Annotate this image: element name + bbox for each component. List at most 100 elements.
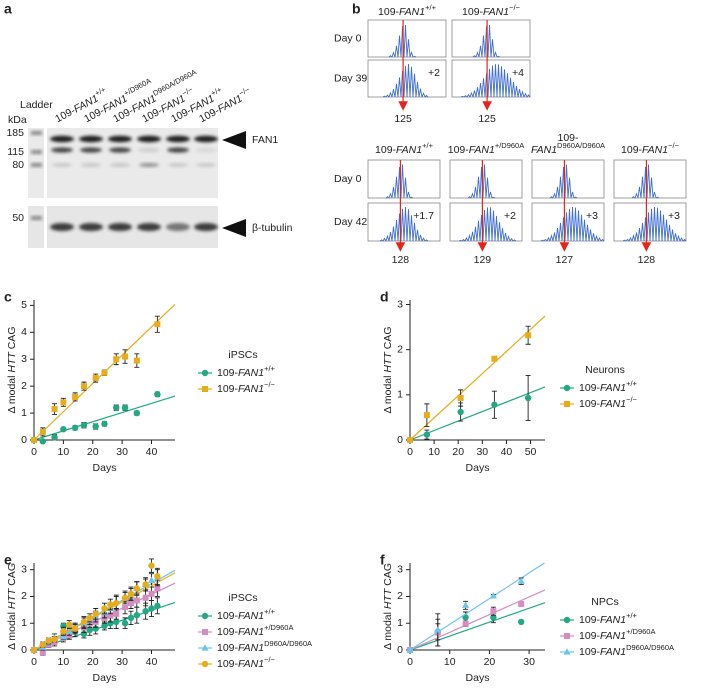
point	[71, 424, 79, 432]
legend-label: 109-FAN1+/D960A	[217, 623, 293, 638]
y-tick-label: 1	[397, 617, 403, 629]
legend-marker	[563, 384, 571, 392]
histogram	[460, 64, 531, 98]
x-tick-label: 10	[444, 656, 456, 668]
fit-line	[409, 562, 545, 651]
histogram	[379, 206, 429, 242]
modal-label: 128	[392, 254, 410, 266]
point	[154, 573, 161, 580]
fit-line	[409, 386, 546, 441]
legend-marker	[202, 386, 208, 392]
blot-band	[110, 163, 130, 167]
marker-label: 185	[6, 127, 24, 139]
histogram	[467, 164, 496, 199]
y-tick-label: 3	[397, 563, 403, 575]
point	[45, 637, 52, 644]
legend-marker	[201, 612, 209, 620]
legend-marker	[564, 633, 570, 639]
blot-band	[79, 135, 103, 143]
point	[80, 421, 88, 429]
point	[121, 620, 129, 627]
point	[490, 608, 497, 615]
y-axis-label: Δ modal HTT CAG	[382, 563, 394, 650]
x-tick-label: 20	[87, 446, 99, 458]
point	[30, 646, 38, 654]
blot-band	[194, 223, 218, 231]
histogram	[458, 207, 517, 242]
legend-marker	[201, 660, 209, 668]
row-label: Day 42	[334, 216, 367, 228]
y-tick-label: 2	[21, 590, 27, 602]
point	[113, 599, 120, 607]
point	[60, 399, 67, 406]
column-title: 109-FAN1−/−	[462, 3, 521, 18]
panel-label: b	[352, 1, 361, 17]
shift-label: +3	[668, 210, 680, 222]
y-tick-label: 0	[397, 644, 403, 656]
panel-a: a Ladder kDa FAN1 β-tubulin 185115805010…	[4, 1, 293, 248]
shift-label: +3	[586, 210, 598, 222]
legend-marker	[564, 401, 570, 407]
point	[39, 428, 46, 435]
ladder-band	[31, 216, 42, 220]
point	[72, 393, 79, 400]
x-tick-label: 30	[476, 446, 488, 458]
shift-label: +2	[428, 67, 440, 79]
point	[121, 594, 129, 601]
point	[148, 562, 155, 569]
blot-band	[137, 135, 161, 143]
point	[423, 412, 430, 419]
x-tick-label: 0	[31, 446, 37, 458]
ladder-band	[31, 163, 42, 167]
x-tick-label: 10	[428, 446, 440, 458]
point	[39, 649, 46, 656]
point	[148, 590, 155, 597]
point	[133, 409, 141, 417]
y-tick-label: 5	[21, 299, 27, 311]
blot-band	[166, 135, 190, 143]
x-tick-label: 30	[523, 656, 535, 668]
point	[113, 404, 120, 411]
panel-label: e	[4, 552, 12, 568]
legend-marker	[202, 629, 208, 635]
point	[113, 610, 120, 617]
point	[457, 395, 464, 401]
y-tick-label: 2	[397, 590, 403, 602]
blot-band	[195, 147, 217, 153]
legend-marker	[201, 369, 209, 377]
legend-label: 109-FAN1+/D960A	[579, 627, 655, 642]
point	[92, 375, 99, 382]
row-label: Day 39	[334, 72, 367, 84]
histogram	[385, 164, 414, 199]
marker-label: 115	[7, 146, 24, 158]
panel-label: f	[380, 552, 385, 568]
legend-marker	[201, 644, 209, 651]
y-tick-label: 3	[397, 298, 403, 310]
histogram	[549, 164, 578, 199]
point	[60, 426, 67, 433]
point	[491, 355, 498, 362]
legend-marker	[563, 616, 571, 624]
point	[133, 597, 140, 604]
x-tick-label: 20	[452, 446, 464, 458]
panel-label: a	[4, 1, 12, 17]
y-tick-label: 2	[21, 380, 27, 392]
x-axis-label: Days	[466, 462, 490, 474]
point	[517, 618, 525, 626]
point	[518, 600, 525, 607]
column-title: 109-FAN1+/D960A	[448, 141, 524, 156]
point	[490, 614, 497, 621]
y-tick-label: 0	[21, 644, 27, 656]
legend-marker	[563, 648, 571, 655]
point	[101, 622, 108, 630]
point	[92, 610, 99, 618]
point	[127, 590, 135, 597]
blot-band	[108, 135, 132, 143]
point	[133, 357, 140, 364]
blot-band	[80, 147, 102, 153]
x-tick-label: 30	[116, 656, 128, 668]
point	[101, 605, 108, 612]
point	[517, 577, 525, 584]
legend-label: 109-FAN1−/−	[579, 395, 638, 410]
blot-band	[196, 163, 216, 167]
